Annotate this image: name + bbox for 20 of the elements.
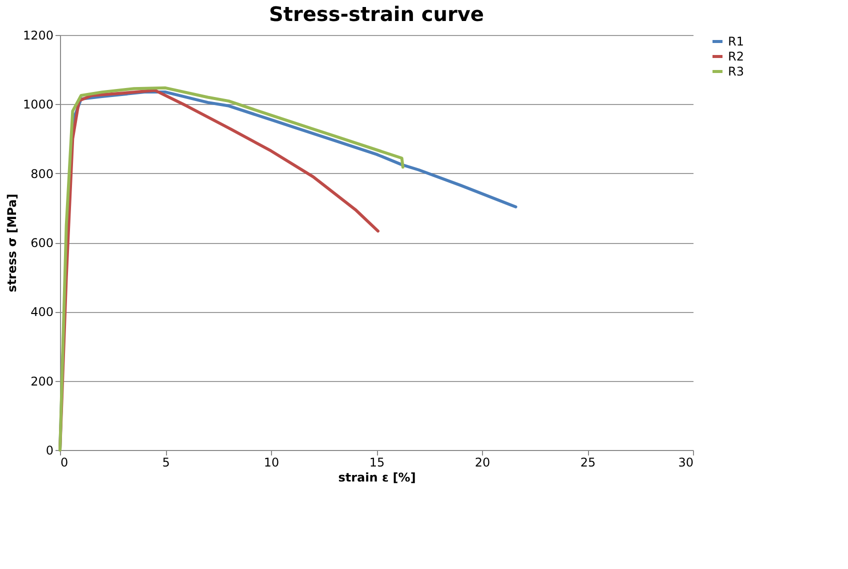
legend-label: R2 [728, 50, 744, 64]
legend-label: R3 [728, 64, 744, 78]
y-tick-label: 0 [46, 444, 54, 458]
x-axis-title: strain ε [%] [338, 470, 416, 484]
x-tick-label: 5 [162, 456, 170, 470]
y-tick-label: 600 [30, 236, 54, 250]
legend-label: R1 [728, 34, 744, 48]
x-tick-label: 15 [369, 456, 385, 470]
x-tick-label: 25 [580, 456, 596, 470]
x-tick-label: 10 [264, 456, 280, 470]
x-tick-label: 20 [474, 456, 490, 470]
x-tick-label: 30 [678, 456, 694, 470]
chart-title: Stress-strain curve [269, 2, 484, 26]
x-tick-label: 0 [60, 456, 68, 470]
y-tick-label: 1000 [22, 98, 54, 112]
y-tick-label: 1200 [22, 28, 54, 42]
y-axis-title: stress σ [MPa] [4, 194, 19, 292]
y-tick-label: 800 [30, 166, 54, 181]
y-tick-label: 400 [30, 305, 54, 320]
y-tick-label: 200 [30, 374, 54, 388]
